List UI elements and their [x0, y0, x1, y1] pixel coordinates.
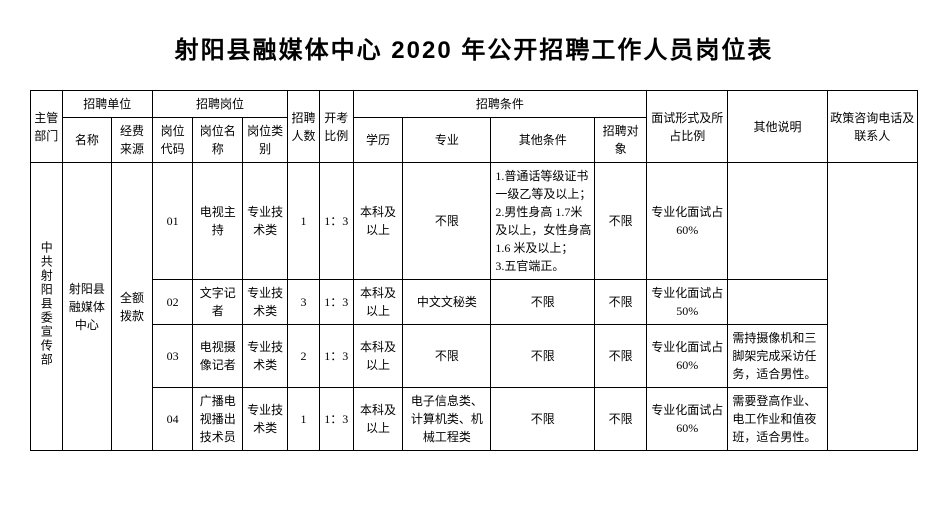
cell-remark: 需要登高作业、电工作业和值夜班，适合男性。	[728, 388, 827, 451]
col-org-group: 招聘单位	[62, 91, 152, 118]
table-row: 03电视摄像记者专业技术类21：3本科及以上不限不限不限专业化面试占 60%需持…	[31, 325, 918, 388]
cell-headcount: 1	[288, 163, 320, 280]
cell-post-type: 专业技术类	[243, 163, 288, 280]
col-contact: 政策咨询电话及联系人	[827, 91, 917, 163]
table-row: 02文字记者专业技术类31：3本科及以上中文文秘类不限不限专业化面试占 50%	[31, 280, 918, 325]
cell-ratio: 1：3	[319, 163, 353, 280]
cell-major: 不限	[403, 325, 491, 388]
cell-other-cond: 1.普通话等级证书一级乙等及以上；2.男性身高 1.7米及以上，女性身高 1.6…	[491, 163, 595, 280]
cell-fund-source: 全额拨款	[112, 163, 153, 451]
cell-post-type: 专业技术类	[243, 388, 288, 451]
col-other-cond: 其他条件	[491, 118, 595, 163]
cell-post-name: 电视摄像记者	[193, 325, 243, 388]
page-title: 射阳县融媒体中心 2020 年公开招聘工作人员岗位表	[30, 30, 918, 65]
col-dept: 主管部门	[31, 91, 63, 163]
col-remark: 其他说明	[728, 91, 827, 163]
cell-remark	[728, 280, 827, 325]
cell-major: 中文文秘类	[403, 280, 491, 325]
cell-interview: 专业化面试占 60%	[647, 163, 728, 280]
cell-headcount: 2	[288, 325, 320, 388]
cell-post-code: 02	[152, 280, 193, 325]
cell-edu: 本科及以上	[353, 163, 403, 280]
col-post-group: 招聘岗位	[152, 91, 287, 118]
col-post-type: 岗位类别	[243, 118, 288, 163]
cell-post-code: 04	[152, 388, 193, 451]
cell-other-cond: 不限	[491, 325, 595, 388]
cell-other-cond: 不限	[491, 388, 595, 451]
cell-ratio: 1：3	[319, 325, 353, 388]
col-fund-source: 经费来源	[112, 118, 153, 163]
cell-target: 不限	[595, 388, 647, 451]
cell-ratio: 1：3	[319, 280, 353, 325]
cell-remark: 需持摄像机和三脚架完成采访任务，适合男性。	[728, 325, 827, 388]
cell-contact	[827, 163, 917, 451]
cell-post-code: 03	[152, 325, 193, 388]
col-major: 专业	[403, 118, 491, 163]
cell-other-cond: 不限	[491, 280, 595, 325]
col-post-code: 岗位代码	[152, 118, 193, 163]
col-post-name: 岗位名称	[193, 118, 243, 163]
cell-dept: 中共射阳县委宣传部	[31, 163, 63, 451]
cell-post-name: 文字记者	[193, 280, 243, 325]
table-row: 04广播电视播出技术员专业技术类11：3本科及以上电子信息类、计算机类、机械工程…	[31, 388, 918, 451]
cell-interview: 专业化面试占 50%	[647, 280, 728, 325]
cell-edu: 本科及以上	[353, 325, 403, 388]
col-target: 招聘对象	[595, 118, 647, 163]
cell-target: 不限	[595, 325, 647, 388]
col-org-name: 名称	[62, 118, 112, 163]
cell-remark	[728, 163, 827, 280]
cell-edu: 本科及以上	[353, 388, 403, 451]
col-edu: 学历	[353, 118, 403, 163]
cell-major: 电子信息类、计算机类、机械工程类	[403, 388, 491, 451]
cell-target: 不限	[595, 280, 647, 325]
cell-post-type: 专业技术类	[243, 325, 288, 388]
cell-major: 不限	[403, 163, 491, 280]
cell-interview: 专业化面试占 60%	[647, 388, 728, 451]
cell-target: 不限	[595, 163, 647, 280]
table-row: 中共射阳县委宣传部射阳县融媒体中心全额拨款01电视主持专业技术类11：3本科及以…	[31, 163, 918, 280]
cell-post-type: 专业技术类	[243, 280, 288, 325]
col-cond-group: 招聘条件	[353, 91, 646, 118]
col-interview: 面试形式及所占比例	[647, 91, 728, 163]
cell-interview: 专业化面试占 60%	[647, 325, 728, 388]
cell-post-name: 电视主持	[193, 163, 243, 280]
cell-post-name: 广播电视播出技术员	[193, 388, 243, 451]
positions-table: 主管部门招聘单位招聘岗位招聘人数开考比例招聘条件面试形式及所占比例其他说明政策咨…	[30, 90, 918, 451]
cell-headcount: 1	[288, 388, 320, 451]
col-headcount: 招聘人数	[288, 91, 320, 163]
col-ratio: 开考比例	[319, 91, 353, 163]
cell-post-code: 01	[152, 163, 193, 280]
cell-ratio: 1：3	[319, 388, 353, 451]
cell-edu: 本科及以上	[353, 280, 403, 325]
cell-headcount: 3	[288, 280, 320, 325]
cell-org-name: 射阳县融媒体中心	[62, 163, 112, 451]
